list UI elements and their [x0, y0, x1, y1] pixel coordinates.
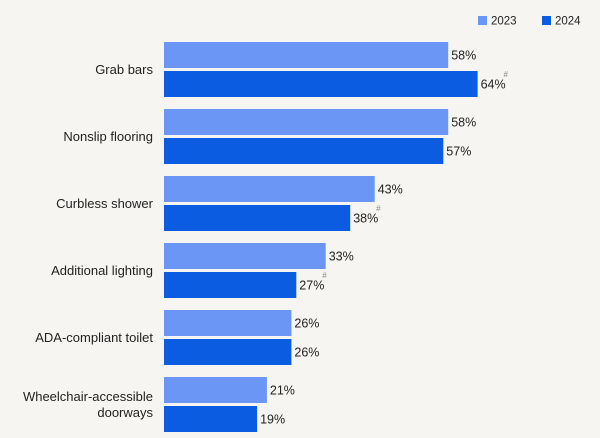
- value-label-additional-lighting-2023: 33%: [329, 250, 354, 264]
- legend-label-2023: 2023: [491, 16, 517, 28]
- category-label-grab-bars: Grab bars: [95, 62, 153, 77]
- value-label-ada-compliant-toilet-2024: 26%: [294, 346, 319, 360]
- value-label-wheelchair-accessible-doorways-2023: 21%: [270, 384, 295, 398]
- value-label-additional-lighting-2024: 27%: [299, 279, 324, 293]
- value-label-grab-bars-2023: 58%: [451, 49, 476, 63]
- legend-label-2024: 2024: [555, 16, 581, 28]
- significance-note-additional-lighting-2024: #: [322, 271, 327, 280]
- category-label-wheelchair-accessible-doorways: Wheelchair-accessible doorways: [23, 389, 154, 420]
- value-label-nonslip-flooring-2024: 57%: [446, 145, 471, 159]
- bars-group: 58%64%#58%57%43%38%#33%27%#26%26%21%19%: [164, 42, 509, 432]
- legend-swatch-2023: [478, 16, 487, 25]
- category-label-line: Grab bars: [95, 62, 153, 77]
- value-label-wheelchair-accessible-doorways-2024: 19%: [260, 413, 285, 427]
- category-label-nonslip-flooring: Nonslip flooring: [63, 129, 153, 144]
- bar-nonslip-flooring-2023: [164, 109, 449, 135]
- value-label-curbless-shower-2024: 38%: [353, 212, 378, 226]
- value-label-nonslip-flooring-2023: 58%: [451, 116, 476, 130]
- category-label-ada-compliant-toilet: ADA-compliant toilet: [35, 330, 153, 345]
- bar-curbless-shower-2023: [164, 176, 375, 202]
- bar-grab-bars-2023: [164, 42, 449, 68]
- bar-curbless-shower-2024: [164, 205, 351, 231]
- legend: 2023 2024: [478, 16, 581, 28]
- significance-note-curbless-shower-2024: #: [376, 204, 381, 213]
- value-label-grab-bars-2024: 64%: [481, 78, 506, 92]
- bar-wheelchair-accessible-doorways-2023: [164, 377, 267, 403]
- bar-wheelchair-accessible-doorways-2024: [164, 406, 258, 432]
- legend-swatch-2024: [542, 16, 551, 25]
- bar-additional-lighting-2024: [164, 272, 297, 298]
- category-label-line: doorways: [97, 405, 153, 420]
- bar-nonslip-flooring-2024: [164, 138, 444, 164]
- value-label-curbless-shower-2023: 43%: [378, 183, 403, 197]
- category-label-curbless-shower: Curbless shower: [56, 196, 153, 211]
- category-labels-group: Grab bars Nonslip flooring Curbless shower…: [23, 62, 154, 420]
- category-label-line: Nonslip flooring: [63, 129, 153, 144]
- value-label-ada-compliant-toilet-2023: 26%: [294, 317, 319, 331]
- bar-ada-compliant-toilet-2024: [164, 339, 292, 365]
- category-label-line: Wheelchair-accessible: [23, 389, 153, 404]
- bar-grab-bars-2024: [164, 71, 478, 97]
- category-label-additional-lighting: Additional lighting: [51, 263, 153, 278]
- category-label-line: Additional lighting: [51, 263, 153, 278]
- bar-ada-compliant-toilet-2023: [164, 310, 292, 336]
- significance-note-grab-bars-2024: #: [504, 70, 509, 79]
- bar-additional-lighting-2023: [164, 243, 326, 269]
- category-label-line: ADA-compliant toilet: [35, 330, 153, 345]
- category-label-line: Curbless shower: [56, 196, 153, 211]
